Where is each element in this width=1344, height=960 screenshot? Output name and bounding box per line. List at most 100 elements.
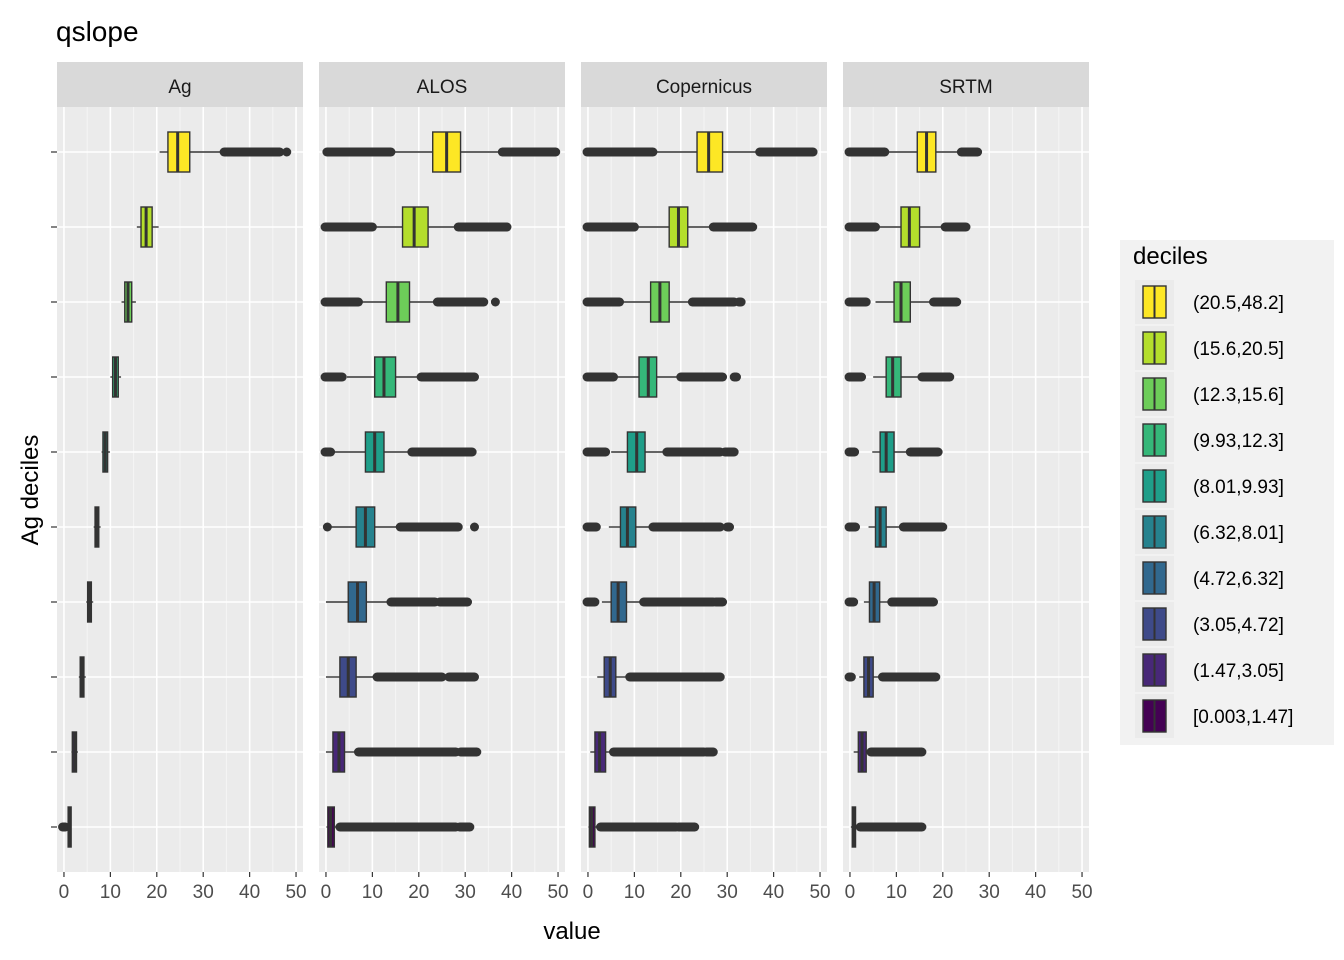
x-tick-label: 50: [285, 882, 306, 903]
x-tick-label: 10: [886, 882, 907, 903]
x-tick-label: 0: [59, 882, 70, 903]
boxplot-copernicus-8: [582, 206, 758, 248]
boxplot-ag-9: [159, 131, 292, 173]
x-tick-label: 30: [717, 882, 738, 903]
x-tick-label: 30: [979, 882, 1000, 903]
outlier-point: [322, 522, 332, 532]
boxplot-srtm-4: [844, 506, 948, 548]
boxplot-alos-9: [322, 131, 561, 173]
boxplot-ag-0: [58, 806, 72, 848]
facet-strip-label: Copernicus: [656, 77, 752, 98]
boxplot-alos-8: [320, 206, 512, 248]
panel-alos: ALOS 0 10 20 30 40 50: [319, 62, 569, 903]
facet-strip-label: Ag: [168, 77, 191, 98]
x-tick-label: 20: [932, 882, 953, 903]
boxplot-srtm-6: [844, 356, 955, 398]
x-tick-label: 0: [583, 882, 594, 903]
x-tick-label: 30: [455, 882, 476, 903]
boxplot-ag-7: [121, 281, 136, 323]
boxplot-ag-1: [71, 731, 78, 773]
x-tick-label: 20: [670, 882, 691, 903]
y-axis-title: Ag deciles: [17, 435, 44, 546]
legend-label: (6.32,8.01]: [1193, 523, 1284, 544]
facet-strip-label: SRTM: [939, 77, 992, 98]
boxplot-ag-2: [78, 656, 86, 698]
boxplot-ag-3: [86, 581, 94, 623]
x-tick-label: 0: [321, 882, 332, 903]
boxplot-ag-8: [136, 206, 159, 248]
boxplot-copernicus-1: [590, 731, 718, 773]
x-axis-title: value: [543, 918, 600, 945]
legend-entry: (9.93,12.3]: [1135, 418, 1284, 462]
facet-strip: [581, 62, 827, 107]
boxplot-alos-2: [325, 656, 479, 698]
x-tick-label: 40: [239, 882, 260, 903]
legend-label: (9.93,12.3]: [1193, 431, 1284, 452]
legend-label: (12.3,15.6]: [1193, 385, 1284, 406]
legend-entry: (15.6,20.5]: [1135, 326, 1284, 370]
legend-entry: (3.05,4.72]: [1135, 602, 1284, 646]
x-tick-label: 10: [624, 882, 645, 903]
facet-strip-label: ALOS: [417, 77, 468, 98]
x-tick-label: 20: [146, 882, 167, 903]
chart-title: qslope: [56, 16, 139, 47]
boxplot-srtm-0: [850, 806, 927, 848]
x-tick-label: 40: [501, 882, 522, 903]
boxplot-alos-4: [322, 506, 479, 548]
boxplot-copernicus-4: [582, 506, 735, 548]
legend-label: (1.47,3.05]: [1193, 661, 1284, 682]
panel-copernicus: Copernicus 0 10 20 30 40 50: [581, 62, 831, 903]
legend-entry: (4.72,6.32]: [1135, 556, 1284, 600]
boxplot-alos-3: [325, 581, 473, 623]
legend-label: (8.01,9.93]: [1193, 477, 1284, 498]
x-tick-label: 50: [809, 882, 830, 903]
legend-entry: [0.003,1.47]: [1135, 694, 1293, 738]
legend-label: (20.5,48.2]: [1193, 293, 1284, 314]
boxplot-alos-5: [320, 431, 477, 473]
legend-label: (4.72,6.32]: [1193, 569, 1284, 590]
boxplot-alos-7: [320, 281, 500, 323]
facet-strip: [319, 62, 565, 107]
panel-ag: Ag 0 10 20 30 40 50: [57, 62, 307, 903]
boxplot-copernicus-3: [582, 581, 728, 623]
outlier-point: [282, 147, 292, 157]
x-tick-label: 50: [547, 882, 568, 903]
x-tick-label: 40: [1025, 882, 1046, 903]
x-tick-label: 20: [408, 882, 429, 903]
boxplot-alos-1: [325, 731, 482, 773]
panel-srtm: SRTM 0 10 20 30 40 50: [843, 62, 1093, 903]
legend-entry: (6.32,8.01]: [1135, 510, 1284, 554]
legend: deciles (20.5,48.2] (15.6,20.5] (12.3,15.6…: [1120, 240, 1334, 745]
boxplot-srtm-9: [844, 131, 983, 173]
facet-panels: Ag 0 10 20 30 40 50 ALOS 0 10 20 30 40 50 Copernicus 0 1…: [51, 62, 1093, 903]
x-tick-label: 10: [100, 882, 121, 903]
outlier-point: [490, 297, 500, 307]
x-tick-label: 50: [1071, 882, 1092, 903]
facet-strip: [57, 62, 303, 107]
facet-strip: [843, 62, 1089, 107]
boxplot-copernicus-2: [597, 656, 725, 698]
x-tick-label: 0: [845, 882, 856, 903]
x-tick-label: 30: [193, 882, 214, 903]
boxplot-ag-4: [93, 506, 101, 548]
boxplot-srtm-2: [844, 656, 941, 698]
boxplot-copernicus-9: [582, 131, 818, 173]
boxplot-ag-5: [101, 431, 110, 473]
x-tick-label: 40: [763, 882, 784, 903]
boxplot-ag-6: [110, 356, 122, 398]
x-tick-label: 10: [362, 882, 383, 903]
boxplot-copernicus-7: [582, 281, 746, 323]
legend-entry: (8.01,9.93]: [1135, 464, 1284, 508]
boxplot-srtm-7: [844, 281, 962, 323]
boxplot-copernicus-0: [588, 806, 700, 848]
legend-label: [0.003,1.47]: [1193, 707, 1293, 728]
outlier-point: [469, 522, 479, 532]
legend-entry: (20.5,48.2]: [1135, 280, 1284, 324]
legend-label: (3.05,4.72]: [1193, 615, 1284, 636]
legend-entry: (1.47,3.05]: [1135, 648, 1284, 692]
legend-label: (15.6,20.5]: [1193, 339, 1284, 360]
boxplot-srtm-5: [844, 431, 943, 473]
boxplot-srtm-3: [844, 581, 939, 623]
boxplot-srtm-8: [844, 206, 971, 248]
